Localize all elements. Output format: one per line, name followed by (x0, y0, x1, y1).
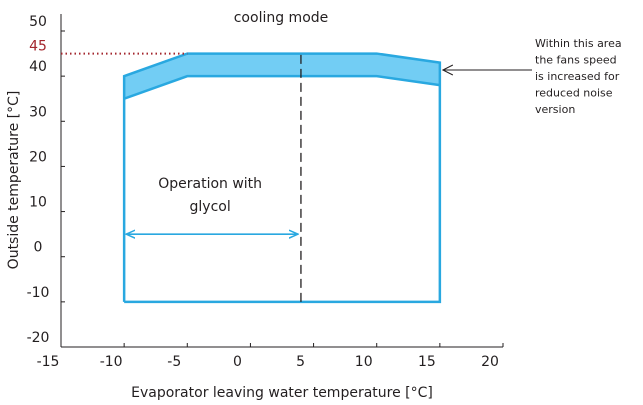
x-tick-label: 10 (355, 354, 373, 370)
band-lower-line (123, 74, 441, 100)
x-tick-label: 15 (418, 354, 436, 370)
y-axis-label: Outside temperature [°C] (6, 91, 22, 270)
side-note: version (535, 103, 575, 116)
y-tick-label: 10 (29, 195, 47, 211)
side-note: is increased for (535, 70, 620, 83)
y-tick-label: 50 (29, 14, 47, 30)
y-tick-label: -20 (27, 330, 50, 346)
glycol-label: Operation with (158, 176, 262, 192)
side-note: Within this area (535, 37, 622, 50)
y-tick-label: 40 (29, 59, 47, 75)
side-note: the fans speed (535, 54, 617, 67)
glycol-label: glycol (190, 199, 231, 215)
chart-title: cooling mode (234, 10, 329, 26)
x-tick-label: 5 (296, 354, 305, 370)
x-tick-label: -5 (167, 354, 181, 370)
x-tick-label: -15 (37, 354, 60, 370)
y-tick-label: -10 (27, 285, 50, 301)
x-axis-label: Evaporator leaving water temperature [°C… (131, 385, 433, 401)
glycol-label-bg (138, 172, 285, 221)
y-tick-label: 20 (29, 149, 47, 165)
highlight-label: 45 (29, 39, 47, 55)
y-tick-label: 0 (34, 240, 43, 256)
y-tick-label: 30 (29, 104, 47, 120)
side-note: reduced noise (535, 87, 613, 100)
x-tick-label: -10 (100, 354, 123, 370)
x-tick-label: 20 (481, 354, 499, 370)
x-tick-label: 0 (233, 354, 242, 370)
envelope-line (122, 52, 442, 304)
